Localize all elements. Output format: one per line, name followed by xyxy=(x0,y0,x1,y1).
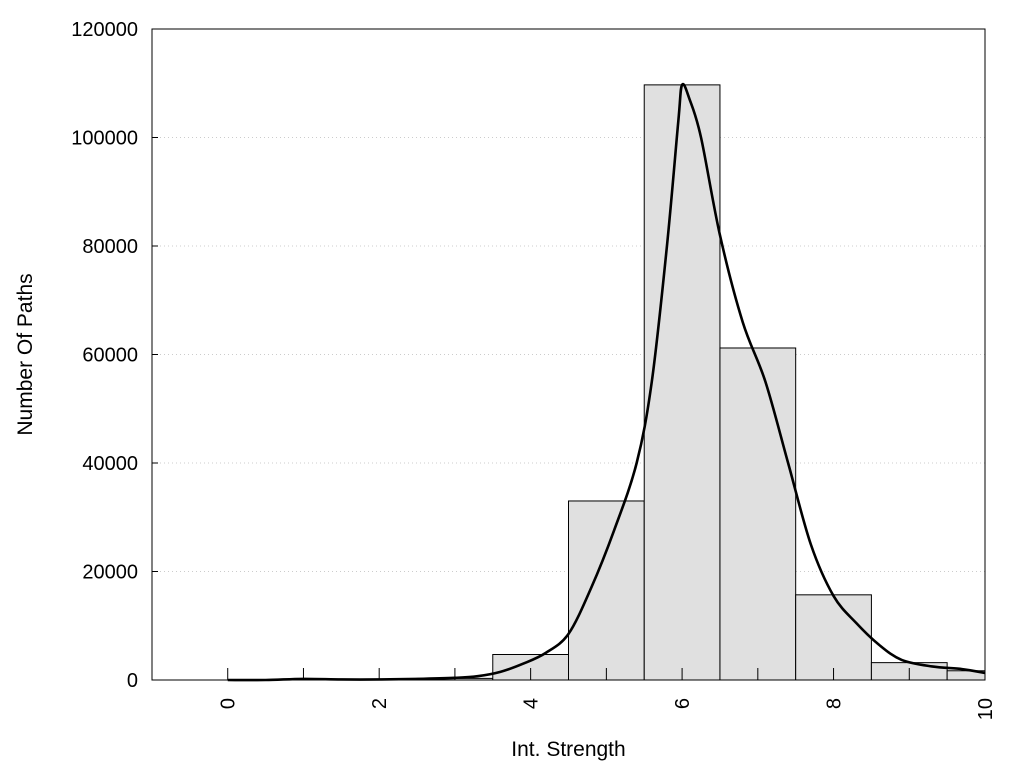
labels-layer: 0 20000 40000 60000 80000 100000 120000 0 2 4 6 8 10 xyxy=(71,19,997,720)
curve-layer xyxy=(227,82,986,682)
y-tick-label: 20000 xyxy=(82,562,138,584)
x-tick-label: 2 xyxy=(369,698,391,709)
y-tick-label: 120000 xyxy=(71,19,138,41)
x-tick-label: 0 xyxy=(218,698,240,709)
y-tick-label: 80000 xyxy=(82,236,138,258)
histogram-bar xyxy=(568,500,645,681)
y-tick-label: 0 xyxy=(127,670,138,692)
density-curve xyxy=(227,82,986,682)
bars-layer xyxy=(416,84,986,681)
x-tick-label: 8 xyxy=(824,698,846,709)
y-axis-title: Number Of Paths xyxy=(14,273,37,435)
x-tick-label: 10 xyxy=(975,698,997,720)
x-axis-title: Int. Strength xyxy=(511,738,625,761)
histogram-bar xyxy=(719,347,797,681)
x-tick-label: 4 xyxy=(521,698,543,709)
histogram-bar xyxy=(795,594,872,681)
x-tick-label: 6 xyxy=(672,698,694,709)
y-tick-label: 100000 xyxy=(71,128,138,150)
ticks-layer xyxy=(152,28,986,681)
y-tick-label: 40000 xyxy=(82,453,138,475)
y-tick-label: 60000 xyxy=(82,345,138,367)
